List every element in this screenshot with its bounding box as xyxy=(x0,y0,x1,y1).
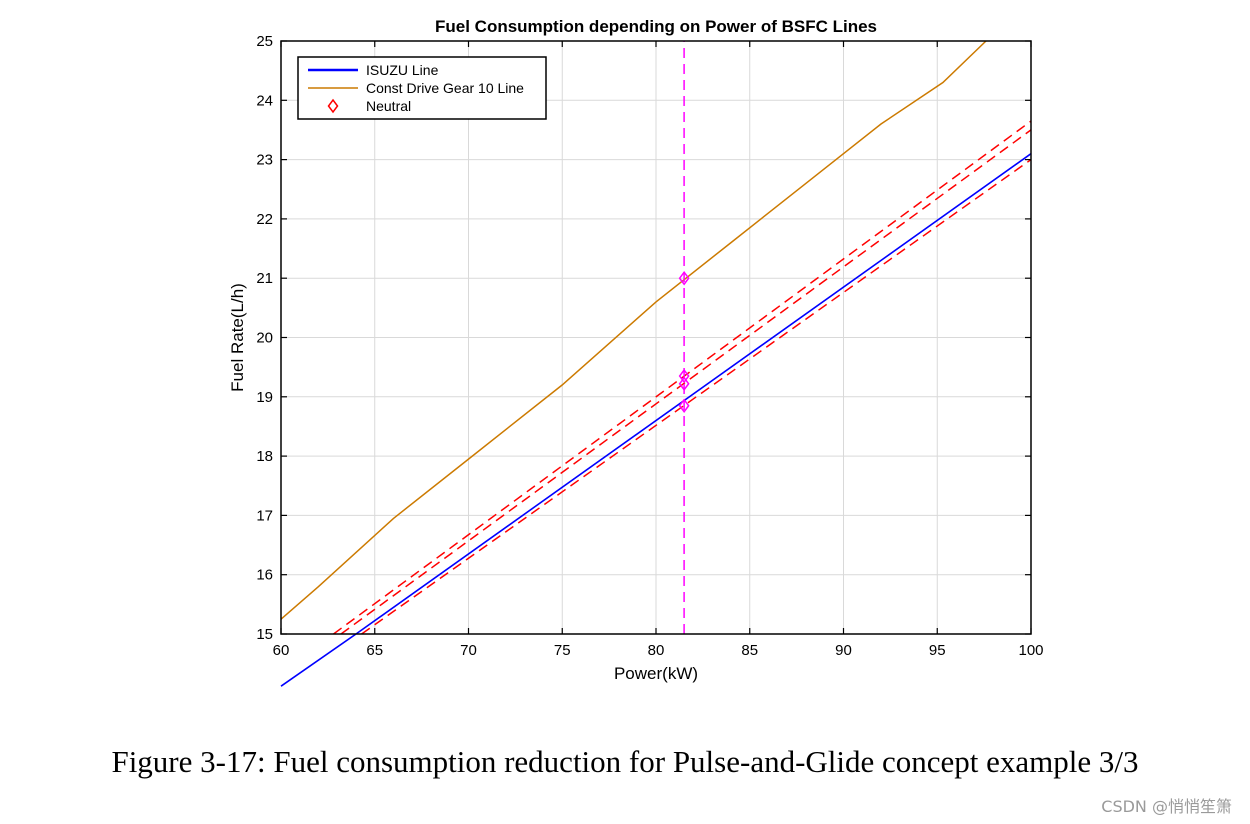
x-tick-label-60: 60 xyxy=(273,642,290,659)
x-tick-label-65: 65 xyxy=(366,642,383,659)
legend-label-isuzu-line: ISUZU Line xyxy=(366,62,439,78)
y-tick-label-24: 24 xyxy=(256,92,273,109)
neutral-marker-1 xyxy=(678,270,690,286)
legend-label-neutral: Neutral xyxy=(366,98,411,114)
y-tick-label-15: 15 xyxy=(256,626,273,643)
neutral-marker-2 xyxy=(678,368,690,384)
y-axis-label: Fuel Rate(L/h) xyxy=(228,283,247,392)
axis-ticks: 60 65 70 75 80 85 90 95 100 15 16 17 18 19 20 21 22 23 24 2… xyxy=(256,33,1043,659)
x-tick-label-100: 100 xyxy=(1018,642,1043,659)
y-tick-label-22: 22 xyxy=(256,211,273,228)
series-line-middle-dashed-bound xyxy=(340,129,1032,635)
figure-caption: Figure 3-17: Fuel consumption reduction … xyxy=(111,744,1139,779)
y-tick-label-16: 16 xyxy=(256,567,273,584)
y-tick-label-25: 25 xyxy=(256,33,273,50)
x-tick-label-75: 75 xyxy=(554,642,571,659)
y-tick-label-23: 23 xyxy=(256,152,273,169)
y-tick-label-20: 20 xyxy=(256,330,273,347)
x-tick-label-70: 70 xyxy=(460,642,477,659)
marker-layer xyxy=(678,270,690,413)
x-tick-label-95: 95 xyxy=(929,642,946,659)
neutral-marker-4 xyxy=(678,398,690,413)
y-tick-label-18: 18 xyxy=(256,448,273,465)
chart-title: Fuel Consumption depending on Power of B… xyxy=(435,17,877,36)
x-tick-label-80: 80 xyxy=(648,642,665,659)
x-axis-label: Power(kW) xyxy=(614,664,698,683)
fuel-consumption-chart: 60 65 70 75 80 85 90 95 100 15 16 17 18 19 20 21 22 23 24 2… xyxy=(228,17,1044,687)
y-tick-label-21: 21 xyxy=(256,270,273,287)
neutral-marker-3 xyxy=(678,376,690,392)
series-line-const-drive-gear-10-line xyxy=(280,40,987,620)
x-tick-label-85: 85 xyxy=(741,642,758,659)
x-tick-label-90: 90 xyxy=(835,642,852,659)
series-line-upper-dashed-bound xyxy=(333,120,1032,635)
legend-label-const-drive-gear-line: Const Drive Gear 10 Line xyxy=(366,80,524,96)
y-tick-label-17: 17 xyxy=(256,507,273,524)
watermark: CSDN @悄悄笙箫 xyxy=(1101,797,1232,816)
y-tick-label-19: 19 xyxy=(256,389,273,406)
legend-swatch-neutral-diamond xyxy=(327,98,339,114)
series-line-lower-dashed-bound xyxy=(361,158,1032,635)
legend: ISUZU Line Const Drive Gear 10 Line Neut… xyxy=(297,56,547,120)
